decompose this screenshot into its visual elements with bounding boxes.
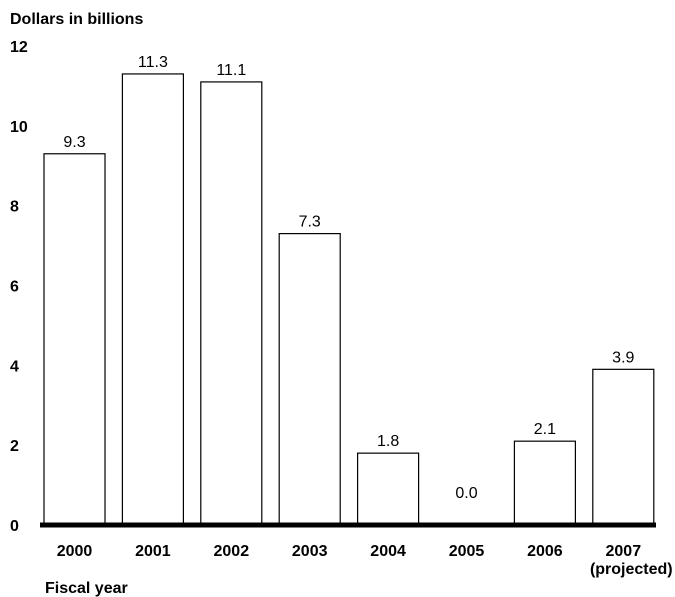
bar bbox=[43, 153, 106, 526]
y-tick-label: 10 bbox=[10, 119, 28, 136]
x-tick-label: 2006 bbox=[527, 543, 563, 560]
bars bbox=[43, 73, 655, 526]
y-tick-label: 4 bbox=[10, 358, 19, 375]
data-label: 11.3 bbox=[138, 54, 168, 71]
y-tick-label: 12 bbox=[10, 39, 28, 56]
data-label: 3.9 bbox=[612, 349, 634, 366]
x-tick-label: 2003 bbox=[292, 543, 328, 560]
bar bbox=[592, 368, 655, 526]
y-tick-label: 8 bbox=[10, 199, 19, 216]
y-tick-label: 2 bbox=[10, 438, 19, 455]
x-tick-label: 2004 bbox=[370, 543, 406, 560]
y-axis-label: Dollars in billions bbox=[10, 11, 143, 28]
x-tick-label: 2000 bbox=[57, 543, 93, 560]
data-label: 11.1 bbox=[216, 62, 246, 79]
y-tick-label: 6 bbox=[10, 279, 19, 296]
x-tick-label: 2002 bbox=[214, 543, 250, 560]
y-tick-label: 0 bbox=[10, 518, 19, 535]
bar bbox=[200, 81, 263, 526]
x-tick-label: 2005 bbox=[449, 543, 485, 560]
y-axis-ticks: 0 2 4 6 8 10 12 bbox=[10, 39, 28, 535]
bar bbox=[513, 440, 577, 526]
data-label: 1.8 bbox=[377, 433, 399, 450]
data-label: 9.3 bbox=[63, 134, 85, 151]
x-axis-ticks: 2000 2001 2002 2003 2004 2005 2006 2007(project… bbox=[57, 543, 673, 578]
data-label: 0.0 bbox=[455, 485, 477, 502]
bar bbox=[278, 233, 341, 526]
x-tick-label: 2001 bbox=[135, 543, 171, 560]
bar bbox=[121, 73, 185, 526]
data-labels: 9.3 11.3 11.1 7.3 1.8 0.0 2.1 3.9 bbox=[63, 54, 634, 502]
x-tick-label: 2007 bbox=[606, 543, 642, 560]
x-axis-label: Fiscal year bbox=[45, 580, 128, 597]
data-label: 7.3 bbox=[299, 214, 321, 231]
x-tick-label: (projected) bbox=[590, 561, 673, 578]
data-label: 2.1 bbox=[534, 421, 556, 438]
bar bbox=[357, 452, 420, 526]
